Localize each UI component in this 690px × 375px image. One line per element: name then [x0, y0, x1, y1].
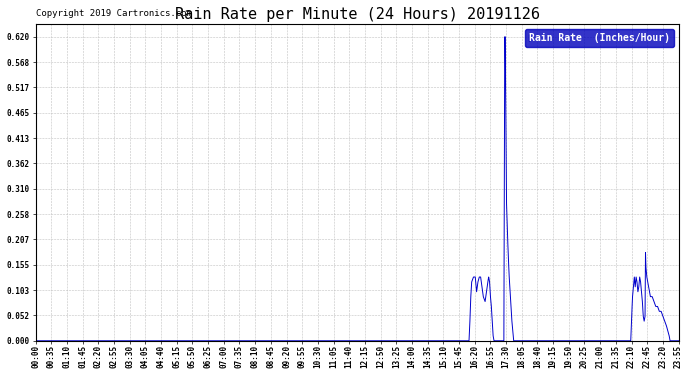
- Legend: Rain Rate  (Inches/Hour): Rain Rate (Inches/Hour): [525, 29, 673, 47]
- Text: Copyright 2019 Cartronics.com: Copyright 2019 Cartronics.com: [37, 9, 192, 18]
- Title: Rain Rate per Minute (24 Hours) 20191126: Rain Rate per Minute (24 Hours) 20191126: [175, 7, 540, 22]
